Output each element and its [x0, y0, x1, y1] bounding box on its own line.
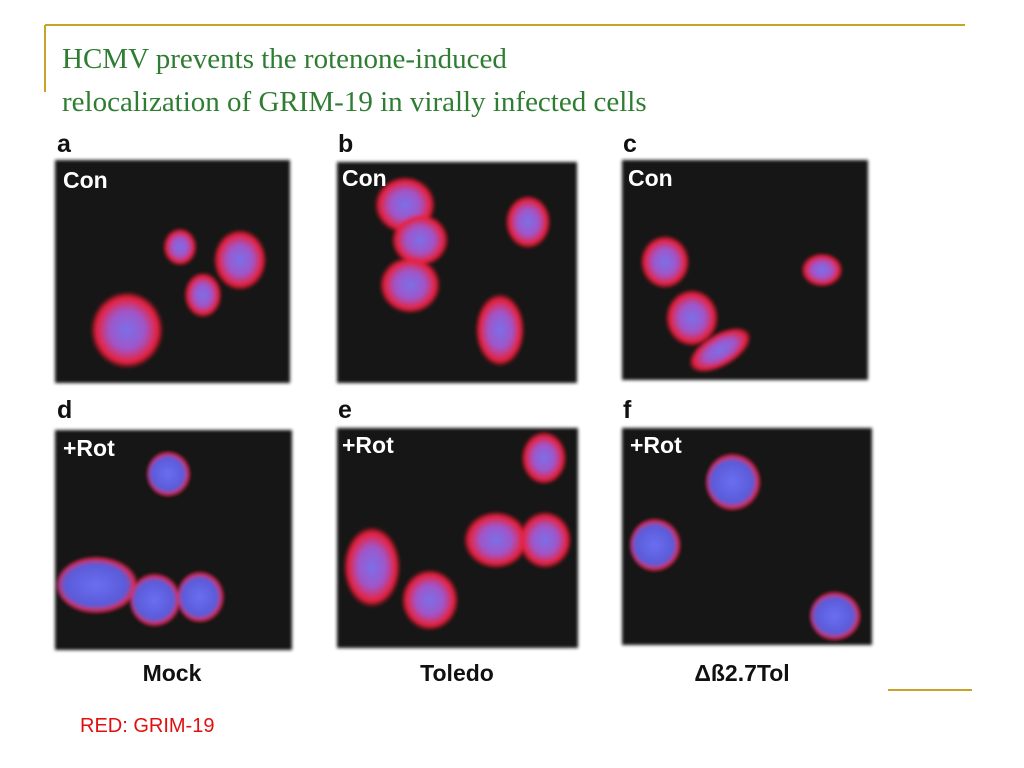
- panel-letter: d: [57, 396, 72, 424]
- panel-label: +Rot: [342, 432, 394, 458]
- panel-label: +Rot: [630, 432, 682, 458]
- panel-letter: c: [623, 130, 637, 158]
- column-label: Mock: [143, 660, 202, 686]
- title: relocalization of GRIM-19 in virally inf…: [62, 86, 647, 118]
- column-label: Δß2.7Tol: [694, 660, 789, 686]
- panel-label: +Rot: [63, 435, 115, 461]
- panel-letter: f: [623, 396, 632, 424]
- panel-label: Con: [63, 167, 108, 193]
- title: HCMV prevents the rotenone-induced: [62, 43, 507, 75]
- panel-letter: e: [338, 396, 352, 424]
- panel-label: Con: [628, 165, 673, 191]
- panel-letter: a: [57, 130, 72, 158]
- caption: RED: GRIM-19: [80, 715, 214, 737]
- column-label: Toledo: [420, 660, 494, 686]
- panel-letter: b: [338, 130, 353, 158]
- micrograph: [55, 160, 872, 650]
- panel-label: Con: [342, 165, 387, 191]
